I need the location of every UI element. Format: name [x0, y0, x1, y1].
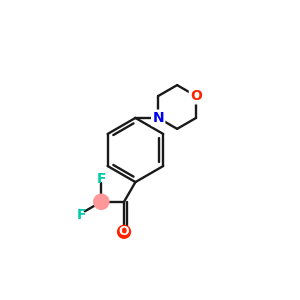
Text: O: O	[190, 89, 202, 103]
Text: F: F	[97, 172, 106, 186]
Circle shape	[118, 225, 130, 238]
Circle shape	[94, 194, 109, 209]
Text: N: N	[152, 111, 164, 125]
Text: O: O	[119, 225, 129, 238]
Text: F: F	[77, 208, 87, 222]
